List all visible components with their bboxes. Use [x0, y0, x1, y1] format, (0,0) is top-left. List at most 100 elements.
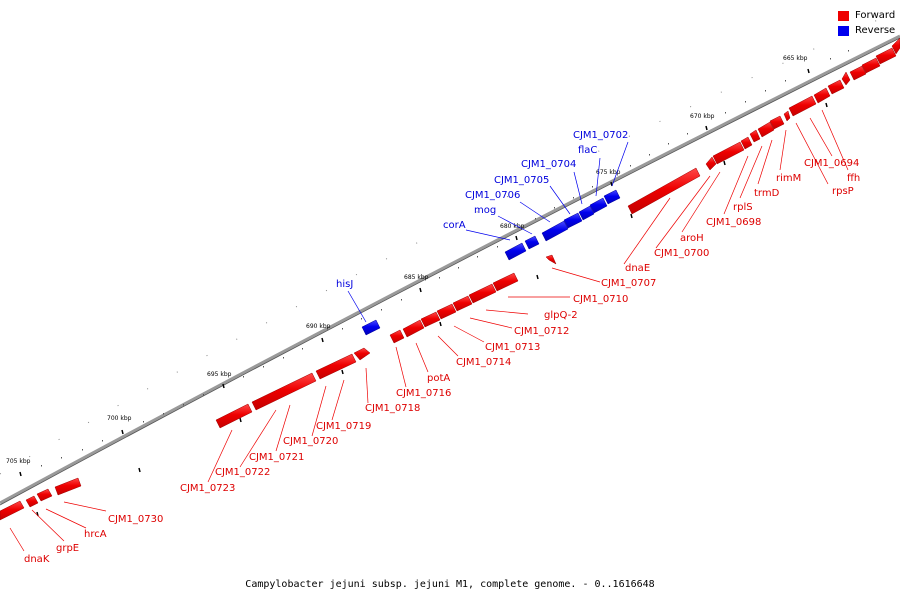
tick-label: 705 kbp [6, 458, 31, 465]
gene-label: CJM1_0702 [573, 130, 628, 141]
tick-700: 700 kbp [107, 415, 132, 435]
gene-label: rpsP [832, 186, 854, 197]
gene-label: CJM1_0716 [396, 388, 451, 399]
gene-label: CJM1_0705 [494, 175, 549, 186]
gene-arrow [712, 141, 745, 165]
gene-label: rimM [776, 173, 801, 184]
gene-arrow [875, 47, 897, 65]
gene-label: CJM1_0722 [215, 467, 270, 478]
gene-arrow [524, 235, 540, 250]
gene-arrow [563, 212, 583, 229]
tick-685: 685 kbp [404, 274, 429, 293]
genome-caption: Campylobacter jejuni subsp. jejuni M1, c… [245, 579, 655, 590]
gene-arrow [452, 295, 473, 312]
gene-arrow [492, 272, 519, 292]
gene-label: rplS [733, 202, 753, 213]
gene-arrow [36, 488, 53, 502]
gene-arrow [315, 353, 357, 380]
gene-arrow [25, 495, 39, 508]
gene-label: CJM1_0698 [706, 217, 761, 228]
gene-arrow [54, 477, 82, 496]
tick-695: 695 kbp [207, 371, 232, 389]
gene-label: grpE [56, 543, 79, 554]
gene-arrow [436, 303, 457, 320]
gene-label: aroH [680, 233, 704, 244]
forward-leaders [9, 109, 849, 552]
gene-arrow [545, 254, 557, 265]
gene-arrow [783, 110, 791, 122]
gene-label: CJM1_0710 [573, 294, 628, 305]
tick-670: 670 kbp [690, 113, 715, 131]
gene-label: dnaE [625, 263, 650, 274]
gene-arrow [215, 403, 253, 429]
gene-arrow [849, 65, 867, 81]
gene-label: CJM1_0713 [485, 342, 540, 353]
gene-label: potA [427, 373, 450, 384]
gene-arrow [705, 156, 717, 171]
genome-backbone [0, 34, 900, 505]
forward-labels: dnaK grpE hrcA CJM1_0730 CJM1_0723 CJM1_… [24, 158, 860, 565]
gene-label: trmD [754, 188, 780, 199]
gene-label: CJM1_0730 [108, 514, 163, 525]
gene-arrow [361, 319, 381, 336]
gene-label: dnaK [24, 554, 50, 565]
gene-arrow [603, 189, 621, 205]
gene-arrow [627, 167, 701, 215]
gene-label: glpQ-2 [544, 310, 578, 321]
tick-label: 680 kbp [500, 223, 525, 230]
tick-675: 675 kbp [596, 169, 621, 187]
gene-label: CJM1_0719 [316, 421, 371, 432]
reverse-labels: hisJ corA mog CJM1_0706 CJM1_0705 CJM1_0… [336, 130, 628, 290]
gene-arrow [389, 329, 405, 344]
gene-arrow [861, 57, 881, 74]
gene-label: hrcA [84, 529, 107, 540]
gene-arrow [578, 205, 595, 221]
gene-arrow [251, 372, 317, 411]
gene-arrow [402, 319, 425, 338]
gene-label: corA [443, 220, 466, 231]
gene-arrow [504, 242, 527, 261]
gene-arrow [757, 121, 775, 138]
reverse-leaders [347, 141, 629, 323]
gene-arrow [0, 500, 25, 521]
gene-arrow [420, 311, 441, 328]
tick-690: 690 kbp [306, 323, 331, 343]
gene-label: CJM1_0721 [249, 452, 304, 463]
gene-arrow [827, 79, 845, 95]
gene-label: CJM1_0706 [465, 190, 520, 201]
gene-label: CJM1_0712 [514, 326, 569, 337]
gene-label: mog [474, 205, 496, 216]
tick-label: 670 kbp [690, 113, 715, 120]
gene-label: CJM1_0700 [654, 248, 709, 259]
gene-arrow [468, 283, 497, 304]
gene-label: CJM1_0723 [180, 483, 235, 494]
tick-label: 685 kbp [404, 274, 429, 281]
reverse-swatch [838, 25, 849, 36]
gene-arrow [589, 197, 608, 214]
scale-arc [0, 9, 900, 475]
gene-label: CJM1_0694 [804, 158, 859, 169]
legend-label: Forward [855, 10, 896, 21]
gene-label: flaC [578, 145, 597, 156]
gene-label: CJM1_0718 [365, 403, 420, 414]
gene-label: hisJ [336, 279, 353, 290]
tick-680: 680 kbp [500, 223, 525, 241]
gene-arrow [788, 95, 817, 117]
gene-arrow [541, 220, 569, 242]
tick-705: 705 kbp [6, 458, 31, 477]
gene-arrow [769, 115, 785, 130]
genome-backbone-shadow [0, 37, 900, 506]
legend-item-forward: Forward [838, 8, 895, 23]
gene-label: ffh [847, 173, 860, 184]
reverse-genes [361, 189, 621, 336]
gene-arrow [353, 347, 371, 361]
gene-label: CJM1_0704 [521, 159, 576, 170]
tick-label: 690 kbp [306, 323, 331, 330]
legend-label: Reverse [855, 25, 896, 36]
gene-arrow [740, 136, 753, 150]
gene-arrow [891, 37, 900, 55]
tick-label: 695 kbp [207, 371, 232, 378]
tick-label: 675 kbp [596, 169, 621, 176]
minor-ticks [41, 50, 849, 467]
